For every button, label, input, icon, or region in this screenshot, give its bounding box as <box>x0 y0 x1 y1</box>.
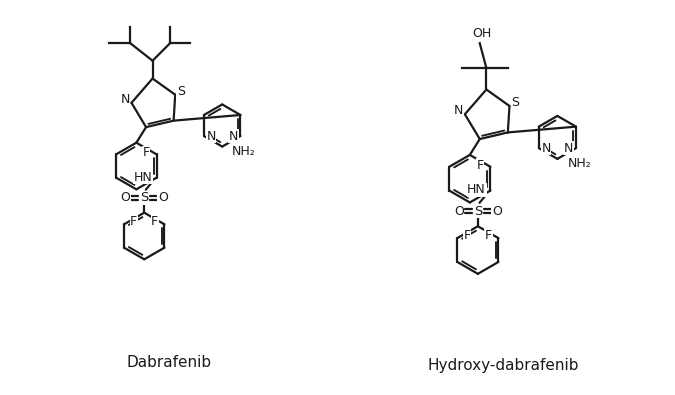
Text: N: N <box>229 130 238 143</box>
Text: F: F <box>477 159 483 172</box>
Text: F: F <box>151 215 158 228</box>
Text: Dabrafenib: Dabrafenib <box>126 355 211 370</box>
Text: N: N <box>120 93 130 106</box>
Text: F: F <box>464 229 470 242</box>
Text: F: F <box>485 229 492 242</box>
Text: O: O <box>158 191 168 204</box>
Text: NH₂: NH₂ <box>232 145 256 158</box>
Text: S: S <box>177 85 185 98</box>
Text: O: O <box>121 191 130 204</box>
Text: O: O <box>454 205 464 218</box>
Text: S: S <box>140 191 148 204</box>
Text: HN: HN <box>467 183 486 196</box>
Text: HN: HN <box>134 171 153 184</box>
Text: F: F <box>142 146 150 159</box>
Text: N: N <box>564 142 573 154</box>
Text: N: N <box>454 104 463 117</box>
Text: Hydroxy-dabrafenib: Hydroxy-dabrafenib <box>427 358 578 373</box>
Text: N: N <box>541 142 551 154</box>
Text: N: N <box>207 130 216 143</box>
Text: O: O <box>492 205 502 218</box>
Text: OH: OH <box>472 28 491 40</box>
Text: F: F <box>130 215 137 228</box>
Text: NH₂: NH₂ <box>568 158 591 171</box>
Text: S: S <box>474 205 482 218</box>
Text: S: S <box>512 96 520 109</box>
